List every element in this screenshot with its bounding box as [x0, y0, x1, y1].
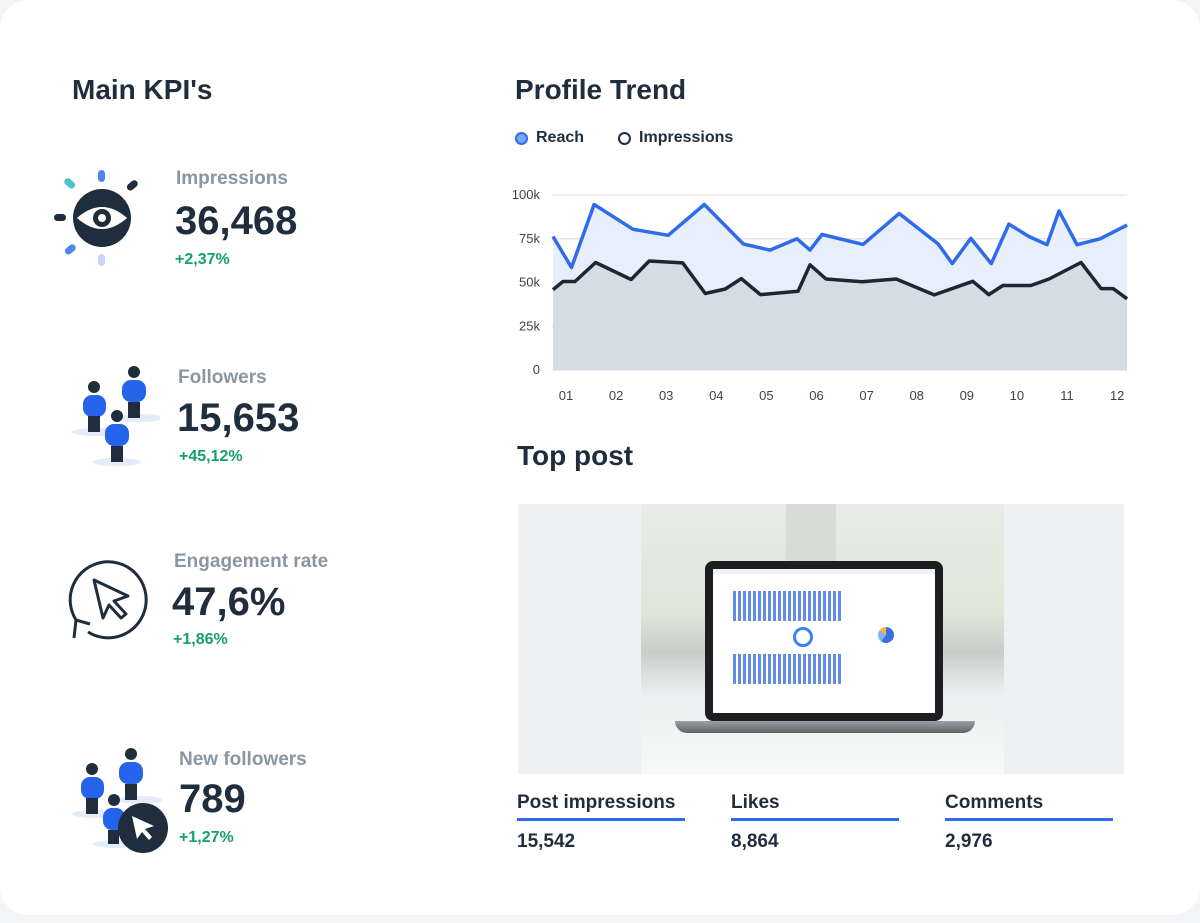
stat-likes: Likes 8,864: [731, 792, 899, 853]
photo-background-pillar: [786, 504, 836, 564]
y-tick-label: 100k: [512, 187, 541, 202]
screen-dashboard: [713, 569, 935, 713]
stat-post-impressions: Post impressions 15,542: [517, 792, 685, 853]
x-tick-label: 11: [1060, 388, 1074, 403]
y-tick-label: 50k: [519, 275, 540, 290]
people-cursor-icon: [72, 748, 168, 853]
x-tick-label: 07: [859, 388, 873, 403]
laptop-photo: [641, 504, 1004, 774]
x-tick-label: 02: [609, 388, 623, 403]
reach-dot-icon: [515, 131, 528, 145]
kpi-value-impressions: 36,468: [175, 199, 298, 243]
stat-value: 8,864: [731, 831, 779, 852]
kpi-label-engagement-rate: Engagement rate: [174, 551, 329, 572]
profile-trend-chart: 0 25k 50k 75k 100k 01 02 03 04 05 06 07 08 09 10 11 12: [512, 187, 1129, 403]
legend-impressions[interactable]: Impressions: [618, 129, 733, 147]
kpi-change-engagement-rate: +1,86%: [173, 631, 228, 648]
x-tick-label: 04: [709, 388, 723, 403]
kpi-label-new-followers: New followers: [179, 749, 307, 770]
chart-legend: Reach Impressions: [515, 129, 733, 147]
stat-label: Likes: [731, 792, 899, 821]
x-tick-label: 05: [759, 388, 773, 403]
line-impressions: [551, 259, 1129, 301]
kpi-change-new-followers: +1,27%: [179, 829, 234, 846]
x-tick-label: 09: [960, 388, 974, 403]
kpi-value-new-followers: 789: [179, 777, 246, 821]
x-tick-label: 12: [1110, 388, 1124, 403]
x-tick-label: 06: [809, 388, 823, 403]
kpi-change-followers: +45,12%: [179, 448, 243, 465]
kpi-label-impressions: Impressions: [176, 168, 288, 189]
kpi-value-followers: 15,653: [177, 396, 300, 440]
main-kpis-title: Main KPI's: [72, 74, 213, 105]
stat-label: Comments: [945, 792, 1113, 821]
stat-value: 2,976: [945, 831, 993, 852]
people-icon: [72, 366, 160, 466]
top-post-image[interactable]: [518, 504, 1124, 774]
profile-trend-title: Profile Trend: [515, 74, 687, 105]
impressions-dot-icon: [618, 131, 632, 145]
x-tick-label: 01: [559, 388, 573, 403]
x-tick-label: 08: [909, 388, 923, 403]
y-tick-label: 25k: [519, 318, 540, 333]
cursor-circle-icon: [68, 560, 148, 640]
kpi-change-impressions: +2,37%: [175, 251, 230, 268]
stat-value: 15,542: [517, 831, 576, 852]
legend-reach-label: Reach: [536, 129, 585, 146]
laptop-screen: [705, 561, 943, 721]
top-post-title: Top post: [517, 440, 634, 471]
x-tick-label: 03: [659, 388, 673, 403]
legend-reach[interactable]: Reach: [515, 129, 584, 147]
stat-label: Post impressions: [517, 792, 685, 821]
line-reach: [551, 202, 1128, 270]
area-impressions: [552, 261, 1128, 370]
kpi-label-followers: Followers: [178, 367, 267, 388]
y-tick-label: 0: [533, 362, 540, 377]
eye-icon: [54, 170, 138, 266]
x-tick-label: 10: [1010, 388, 1024, 403]
stat-comments: Comments 2,976: [945, 792, 1113, 853]
y-tick-label: 75k: [519, 231, 540, 246]
laptop-base: [675, 721, 975, 733]
legend-impressions-label: Impressions: [639, 129, 734, 146]
kpi-value-engagement-rate: 47,6%: [172, 580, 286, 624]
